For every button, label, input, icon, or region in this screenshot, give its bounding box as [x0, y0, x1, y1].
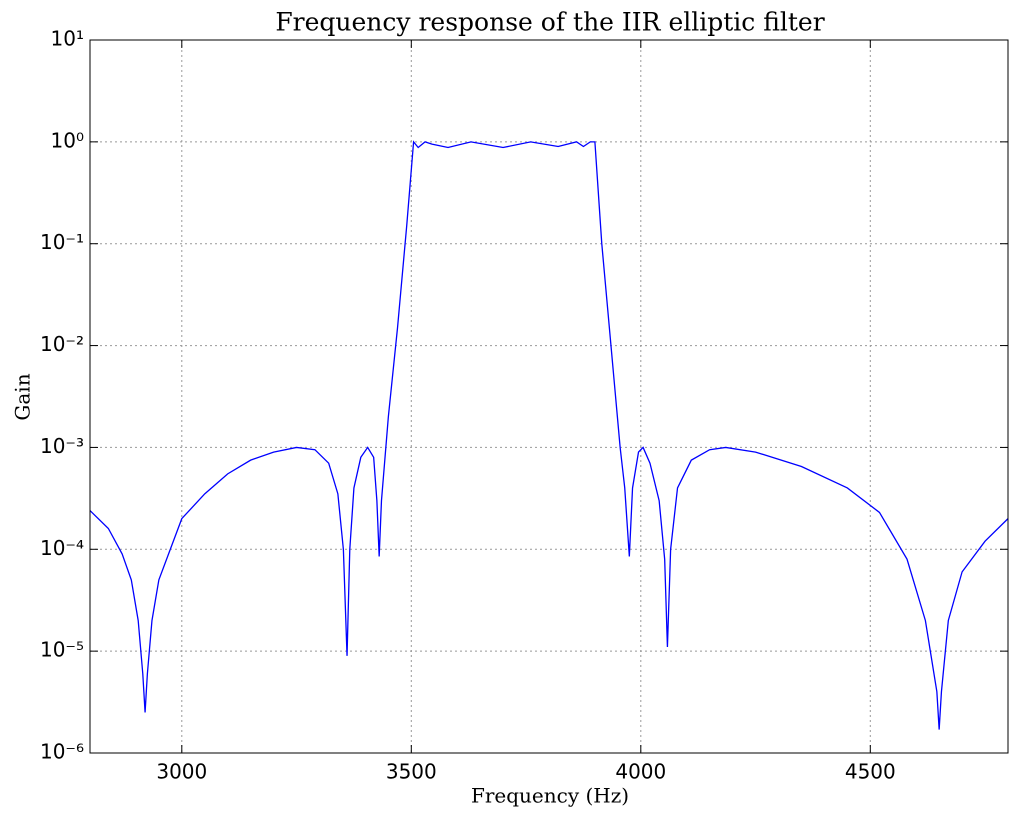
- y-tick-label: 10⁻¹: [40, 230, 84, 254]
- y-tick-label: 10⁻²: [40, 332, 84, 356]
- x-tick-label: 4000: [615, 760, 666, 784]
- chart-title: Frequency response of the IIR elliptic f…: [275, 8, 824, 37]
- y-tick-label: 10¹: [51, 27, 84, 51]
- x-tick-label: 4500: [845, 760, 896, 784]
- y-tick-label: 10⁻³: [40, 434, 84, 458]
- y-tick-label: 10⁻⁴: [40, 536, 84, 560]
- x-tick-label: 3500: [386, 760, 437, 784]
- x-tick-label: 3000: [156, 760, 207, 784]
- y-tick-label: 10⁻⁵: [40, 638, 84, 662]
- y-tick-label: 10⁻⁶: [40, 740, 84, 764]
- x-axis-label: Frequency (Hz): [471, 784, 629, 808]
- y-tick-label: 10⁰: [51, 128, 84, 152]
- plot-frame: [89, 39, 1009, 754]
- y-axis-label: Gain: [11, 373, 35, 420]
- line: [89, 140, 1009, 730]
